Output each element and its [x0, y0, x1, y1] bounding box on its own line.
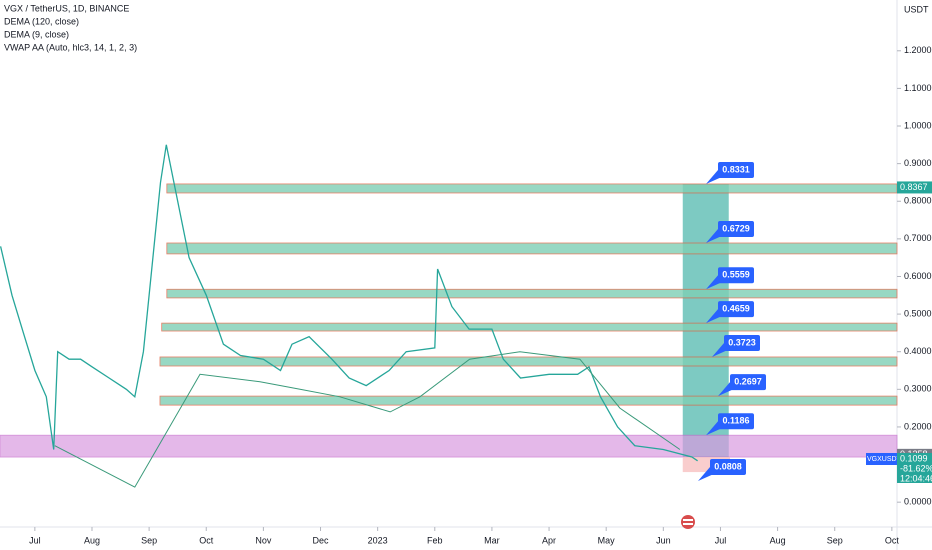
x-tick-label: Mar	[484, 535, 500, 545]
x-tick-label: Nov	[255, 535, 272, 545]
x-tick-label: Jul	[29, 535, 41, 545]
y-unit: USDT	[904, 4, 929, 14]
y-tick-label: 0.0000	[904, 497, 932, 507]
x-tick-label: Aug	[770, 535, 786, 545]
x-tick-label: Sep	[827, 535, 843, 545]
indicator: DEMA (120, close)	[4, 16, 79, 26]
zone	[166, 183, 898, 194]
y-tick-label: 0.9000	[904, 158, 932, 168]
callout-label: 0.1186	[722, 416, 749, 426]
ticker-price-bg	[897, 453, 932, 483]
callout-label: 0.6729	[722, 223, 750, 233]
y-tick-label: 0.2000	[904, 421, 932, 431]
y-tick-label: 0.3000	[904, 384, 932, 394]
callout-label: 0.2697	[734, 376, 762, 386]
callout-label: 0.3723	[728, 337, 756, 347]
y-tick-label: 0.7000	[904, 233, 932, 243]
x-tick-label: May	[598, 535, 616, 545]
ticker-countdown: 12:04:46	[900, 473, 932, 483]
x-tick-label: 2023	[368, 535, 388, 545]
callout-label: 0.4659	[722, 303, 750, 313]
y-tick-label: 1.2000	[904, 45, 932, 55]
callout-label: 0.8331	[722, 164, 750, 174]
x-tick-label: Jun	[656, 535, 671, 545]
y-tick-label: 1.1000	[904, 83, 932, 93]
callout-label: 0.5559	[722, 270, 750, 280]
indicator: VWAP AA (Auto, hlc3, 14, 1, 2, 3)	[4, 42, 137, 52]
x-tick-label: Feb	[427, 535, 443, 545]
ticker-change: -81.62%	[900, 463, 932, 473]
zone	[166, 242, 898, 255]
x-tick-label: Apr	[542, 535, 556, 545]
y-tick-label: 0.4000	[904, 346, 932, 356]
price-line	[0, 144, 698, 462]
y-tick-label: 1.0000	[904, 120, 932, 130]
y-tick-label: 0.8000	[904, 196, 932, 206]
x-tick-label: Dec	[313, 535, 330, 545]
callout	[724, 334, 760, 351]
zone	[159, 395, 898, 406]
ticker-bg	[866, 453, 898, 465]
zone	[0, 434, 898, 458]
x-tick-label: Oct	[199, 535, 214, 545]
dema-line	[54, 351, 681, 488]
zone	[161, 322, 898, 332]
callout	[718, 267, 754, 284]
flag-icon	[681, 515, 695, 529]
callout	[718, 301, 754, 318]
y-tick-label: 0.5000	[904, 308, 932, 318]
callout	[718, 220, 754, 237]
x-tick-label: Oct	[885, 535, 900, 545]
indicator: DEMA (9, close)	[4, 29, 69, 39]
zone	[166, 288, 898, 299]
callout	[730, 374, 766, 391]
ticker-symbol: VGXUSDT	[867, 456, 902, 463]
zone	[159, 356, 898, 367]
callout	[718, 161, 754, 178]
x-tick-label: Sep	[141, 535, 157, 545]
callout	[718, 413, 754, 430]
ticker-price: 0.1099	[900, 453, 928, 463]
x-tick-label: Jul	[715, 535, 727, 545]
y-tick-label: 0.6000	[904, 271, 932, 281]
callout-label: 0.0808	[714, 461, 742, 471]
chart-title: VGX / TetherUS, 1D, BINANCE	[4, 3, 129, 13]
callout	[710, 459, 746, 476]
price-label: 0.8367	[900, 182, 928, 192]
x-tick-label: Aug	[84, 535, 100, 545]
price-label-bg	[897, 181, 932, 194]
